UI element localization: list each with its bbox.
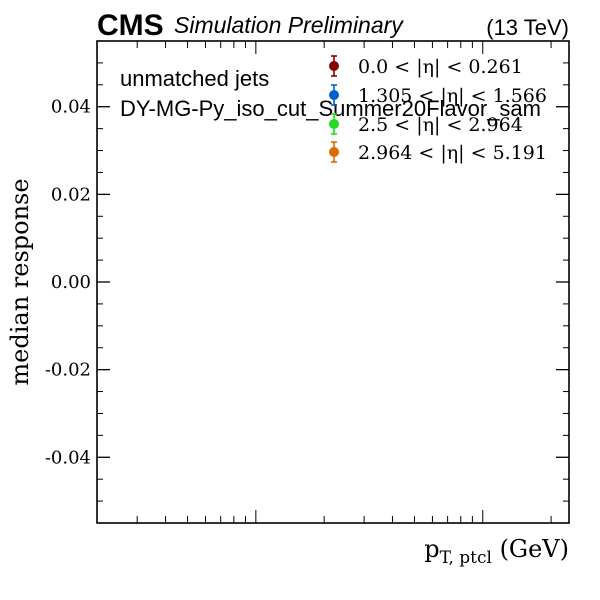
x-axis-label: pT, ptcl (GeV) [424,535,569,568]
y-axis-label: median response [6,178,34,385]
legend-marker [329,90,339,100]
legend-label: 2.964 < |η| < 5.191 [358,142,547,164]
x-axis [136,41,552,523]
y-tick-label: -0.02 [45,360,91,381]
experiment-label: CMS [97,9,164,42]
legend-marker [329,147,339,157]
annotation-line-1: unmatched jets [120,66,269,91]
x-axis-label-main: p [424,535,439,563]
legend-marker [329,119,339,129]
annotation-line-2: DY-MG-Py_iso_cut_Summer20Flavor_sam [120,96,541,121]
legend-label: 1.305 < |η| < 1.566 [358,85,547,107]
y-tick-label: 0.00 [51,272,91,293]
legend: 0.0 < |η| < 0.261 1.305 < |η| < 1.566 2.5 … [329,55,547,164]
status-label: Simulation Preliminary [174,12,404,38]
legend-label: 2.5 < |η| < 2.964 [358,114,523,136]
x-axis-label-sub: T, ptcl [440,548,492,568]
legend-marker [329,61,339,71]
x-axis-label-unit: (GeV) [492,535,569,563]
y-tick-label: 0.02 [51,184,91,205]
y-axis: -0.04 -0.02 0.00 0.02 0.04 [45,62,569,502]
y-tick-label: 0.04 [51,97,91,118]
legend-label: 0.0 < |η| < 0.261 [358,56,523,78]
y-tick-label: -0.04 [45,447,91,468]
energy-label: (13 TeV) [486,15,569,40]
